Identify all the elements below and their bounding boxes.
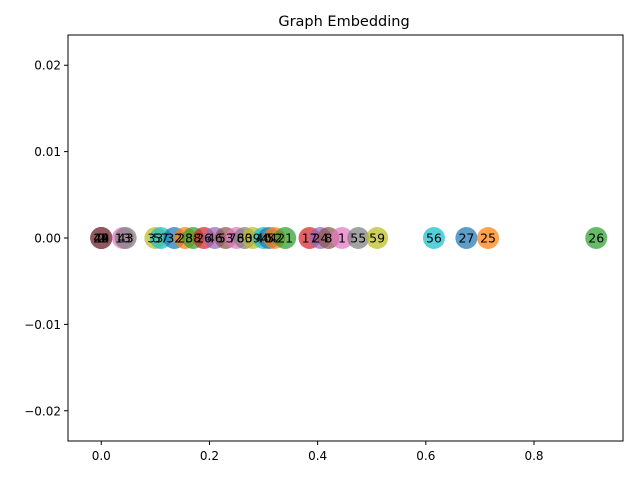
point-label: 27 [458,231,474,246]
point-label: 60 [237,231,253,246]
x-tick-label: 0.2 [200,449,219,463]
y-tick-label: −0.02 [24,404,61,418]
x-tick-label: 0.0 [92,449,111,463]
x-tick-label: 0.6 [416,449,435,463]
point-label: 53 [218,231,234,246]
point-label: 8 [324,231,332,246]
point-label: 42 [93,231,109,246]
point-label: 17 [302,231,318,246]
point-label: 44 [261,231,277,246]
point-label: 1 [338,231,346,246]
point-label: 32 [166,231,182,246]
data-point [455,227,478,249]
point-label: 33 [147,231,163,246]
data-point [114,227,137,249]
point-label: 46 [207,231,223,246]
y-tick-label: 0.02 [34,59,61,73]
data-point [90,227,113,249]
point-label: 13 [115,231,131,246]
y-tick-label: 0.01 [34,145,61,159]
point-label: 49 [93,231,109,246]
chart-title: Graph Embedding [278,14,409,30]
point-label: 26 [196,231,212,246]
data-point [585,227,608,249]
point-label: 2 [97,231,105,246]
axes-layer: 0.0 0.2 0.4 0.6 0.8 0.02 0.01 0.00 −0.01 −0.02 [24,34,624,463]
y-tick-label: −0.01 [24,318,61,332]
point-label: 26 [588,231,604,246]
point-label: 57 [153,231,169,246]
point-label: 45 [93,231,109,246]
point-label: 52 [266,231,282,246]
point-label: 24 [312,231,328,246]
data-point [347,227,370,249]
data-point [366,227,389,249]
x-tick-label: 0.4 [308,449,327,463]
point-label: 0 [97,231,105,246]
point-label: 39 [245,231,261,246]
point-label: 59 [369,231,385,246]
data-point [330,227,353,249]
point-label: 40 [256,231,272,246]
data-point [477,227,500,249]
point-label: 28 [177,231,193,246]
data-point [422,227,445,249]
point-label: 25 [480,231,496,246]
data-point [274,227,297,249]
point-label: 24 [93,231,109,246]
point-label: 43 [118,231,134,246]
point-label: 38 [185,231,201,246]
point-label: 55 [350,231,366,246]
point-label: 78 [229,231,245,246]
point-label: 56 [426,231,442,246]
y-tick-label: 0.00 [34,232,61,246]
x-tick-label: 0.8 [524,449,543,463]
point-label: 21 [277,231,293,246]
